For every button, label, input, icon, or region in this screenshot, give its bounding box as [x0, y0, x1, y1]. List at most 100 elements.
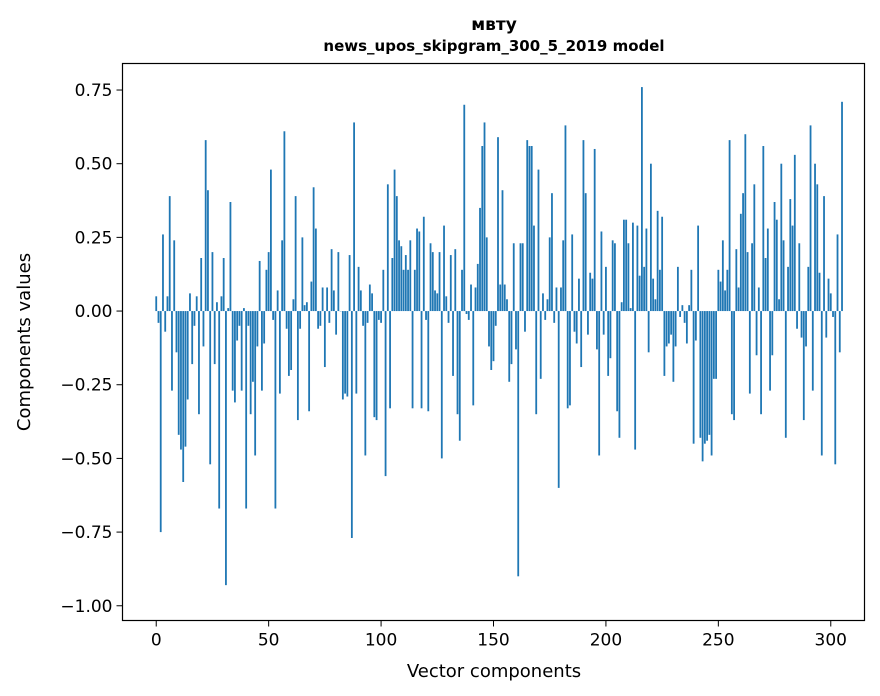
bar-211: [629, 308, 632, 312]
bar-222: [654, 299, 657, 312]
bar-10: [177, 311, 180, 435]
bar-50: [267, 252, 270, 312]
bar-233: [679, 311, 682, 317]
bar-90: [357, 266, 360, 312]
bar-73: [319, 311, 322, 326]
bar-229: [670, 311, 673, 335]
bar-167: [530, 146, 533, 312]
bar-3: [162, 234, 164, 312]
bar-60: [290, 311, 293, 370]
bar-173: [544, 311, 547, 320]
bar-138: [465, 311, 468, 315]
bar-268: [757, 287, 760, 312]
x-tick-label: 0: [151, 631, 162, 651]
bar-232: [676, 266, 679, 312]
bar-266: [753, 184, 756, 312]
bar-162: [519, 243, 522, 312]
bar-45: [256, 311, 259, 347]
bar-120: [425, 311, 427, 320]
bar-20: [200, 258, 203, 312]
bar-88: [353, 122, 355, 312]
bar-55: [278, 311, 281, 394]
bar-227: [665, 311, 668, 347]
x-tick-label: 300: [815, 631, 847, 651]
bar-151: [494, 311, 497, 326]
bar-83: [341, 311, 344, 400]
bar-119: [422, 216, 425, 312]
bar-247: [710, 311, 713, 456]
bar-133: [454, 249, 457, 312]
bar-99: [377, 311, 380, 320]
bar-98: [375, 311, 378, 421]
bar-243: [701, 311, 704, 462]
bar-215: [638, 275, 641, 312]
bar-147: [485, 237, 488, 312]
bar-137: [463, 104, 466, 312]
bar-286: [798, 243, 801, 312]
bar-8: [173, 240, 176, 312]
bar-213: [634, 311, 637, 450]
bar-274: [771, 311, 774, 356]
bar-86: [348, 255, 351, 312]
bar-250: [717, 269, 720, 312]
bar-201: [607, 311, 610, 376]
bar-224: [658, 269, 661, 312]
bar-269: [760, 311, 762, 415]
bar-7: [171, 311, 173, 391]
bar-103: [386, 184, 389, 312]
bar-26: [213, 311, 216, 365]
bar-182: [564, 125, 567, 312]
bar-117: [418, 231, 421, 312]
bar-264: [748, 311, 751, 394]
bar-251: [719, 281, 722, 312]
bar-141: [472, 311, 475, 406]
bar-124: [434, 290, 436, 312]
bar-281: [787, 266, 789, 312]
bar-249: [715, 311, 717, 379]
bar-39: [243, 308, 245, 312]
x-tick-label: 200: [590, 631, 622, 651]
bar-106: [393, 169, 396, 312]
bar-65: [301, 237, 304, 312]
y-tick-label: −0.50: [60, 449, 112, 469]
bar-298: [825, 311, 828, 338]
bar-142: [474, 287, 477, 312]
bar-278: [780, 163, 783, 312]
bar-255: [728, 140, 731, 312]
bar-157: [508, 311, 511, 382]
bar-302: [834, 311, 837, 465]
bar-40: [245, 311, 248, 509]
bar-5: [166, 296, 169, 312]
bar-131: [449, 255, 452, 312]
bar-242: [699, 311, 702, 438]
bar-170: [537, 169, 540, 312]
bar-165: [526, 140, 529, 312]
x-tick-label: 250: [702, 631, 734, 651]
y-tick-label: 0.75: [75, 81, 113, 101]
bar-52: [272, 311, 275, 320]
bar-206: [618, 311, 621, 438]
bar-186: [573, 311, 576, 332]
x-tick-label: 50: [258, 631, 280, 651]
bar-175: [548, 237, 551, 312]
bar-156: [506, 299, 508, 312]
y-axis-label: Components values: [14, 253, 35, 431]
bar-271: [764, 258, 767, 312]
bar-13: [184, 311, 187, 447]
bar-252: [721, 240, 724, 312]
bar-283: [791, 225, 794, 312]
bar-128: [443, 225, 445, 312]
bar-61: [292, 299, 295, 312]
bar-212: [632, 222, 634, 312]
bar-84: [344, 311, 346, 394]
bar-263: [746, 252, 749, 312]
y-tick-label: 0.25: [75, 228, 113, 248]
bar-277: [778, 299, 780, 312]
y-tick-label: 0.50: [75, 155, 113, 175]
bar-77: [328, 311, 331, 323]
bar-180: [560, 287, 562, 312]
bar-66: [303, 305, 306, 312]
bar-64: [299, 311, 302, 329]
bar-221: [652, 278, 655, 312]
